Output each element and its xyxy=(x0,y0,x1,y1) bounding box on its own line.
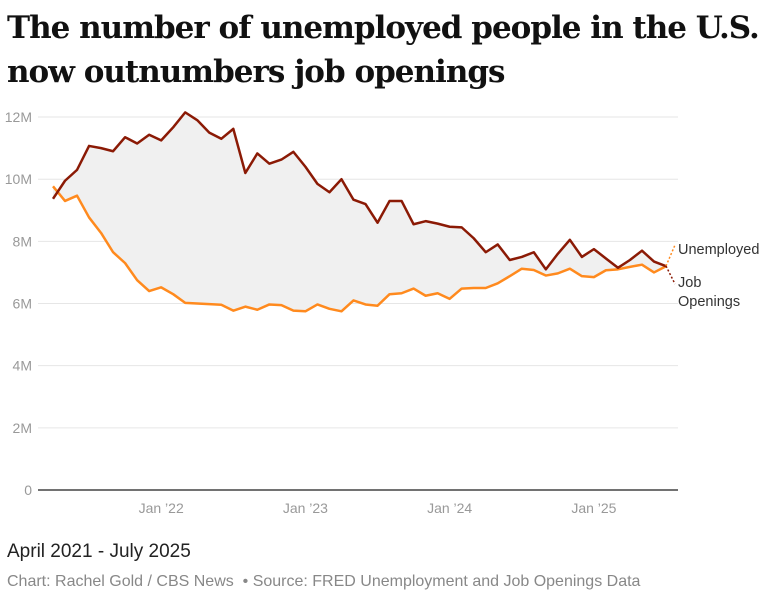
unemployed-leader xyxy=(665,244,676,267)
job-openings-line xyxy=(51,111,667,271)
y-tick-label: 6M xyxy=(13,296,32,312)
legend-unemployed: Unemployed xyxy=(678,242,759,258)
x-tick-label: Jan ’22 xyxy=(139,500,184,516)
y-tick-label: 4M xyxy=(13,358,32,374)
chart-title: The number of unemployed people in the U… xyxy=(7,10,760,90)
y-tick-label: 10M xyxy=(5,171,32,187)
gap-area xyxy=(53,112,667,312)
unemployed-line xyxy=(52,185,667,313)
x-tick-label: Jan ’25 xyxy=(571,500,616,516)
legend-job: Job xyxy=(678,275,701,291)
openings-leader xyxy=(665,265,676,285)
date-range: April 2021 - July 2025 xyxy=(7,541,191,562)
y-tick-label: 12M xyxy=(5,109,32,125)
x-tick-label: Jan ’23 xyxy=(283,500,328,516)
legend-openings: Openings xyxy=(678,294,740,310)
y-tick-label: 2M xyxy=(13,420,32,436)
x-tick-label: Jan ’24 xyxy=(427,500,472,516)
y-tick-label: 0 xyxy=(24,482,32,498)
y-tick-label: 8M xyxy=(13,233,32,249)
source: • Source: FRED Unemployment and Job Open… xyxy=(242,573,641,590)
credit: Chart: Rachel Gold / CBS News xyxy=(7,573,234,590)
source-line: Chart: Rachel Gold / CBS News • Source: … xyxy=(7,573,640,591)
